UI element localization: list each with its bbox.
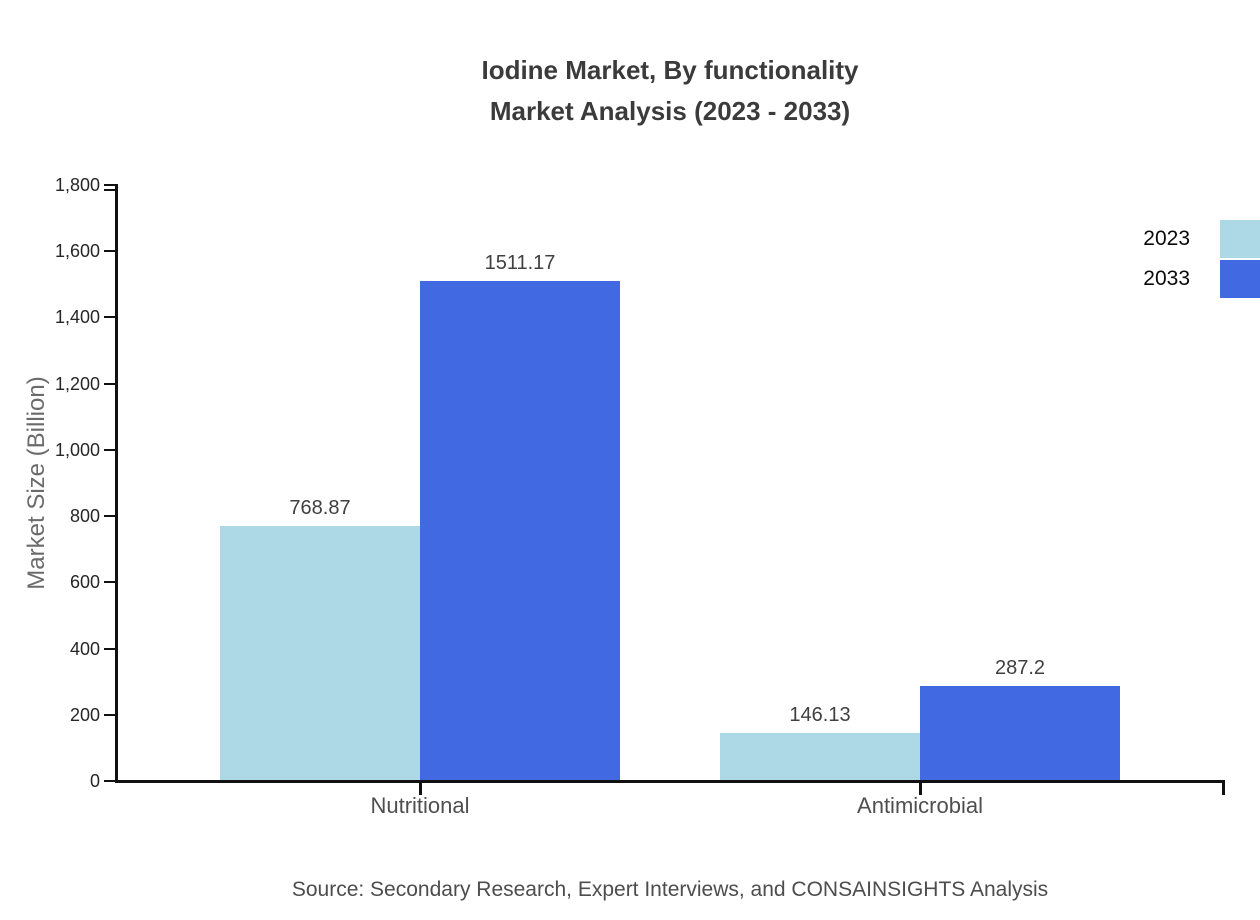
y-tick-label-1400: 1,400 bbox=[54, 307, 100, 328]
y-tick-mark-1600 bbox=[104, 250, 115, 253]
y-tick-label-600: 600 bbox=[69, 572, 100, 593]
category-label-nutritional: Nutritional bbox=[370, 793, 470, 818]
y-tick-mark-1000 bbox=[104, 448, 115, 451]
bar-2023-nutritional bbox=[220, 526, 420, 782]
y-tick-mark-600 bbox=[104, 581, 115, 584]
chart-title: Iodine Market, By functionality Market A… bbox=[118, 50, 1222, 132]
y-tick-mark-200 bbox=[104, 713, 115, 716]
y-tick-mark-1200 bbox=[104, 382, 115, 385]
legend-swatch-2033 bbox=[1220, 260, 1260, 298]
y-axis-title: Market Size (Billion) bbox=[23, 376, 50, 590]
legend-item-2033: 2033 bbox=[1143, 260, 1260, 298]
y-tick-mark-800 bbox=[104, 515, 115, 518]
y-tick-mark-0 bbox=[104, 780, 115, 782]
y-tick-label-1000: 1,000 bbox=[54, 439, 100, 460]
legend-swatch-2023 bbox=[1220, 220, 1260, 258]
bar-value-2033-nutritional: 1511.17 bbox=[484, 251, 556, 274]
bar-2023-antimicrobial bbox=[720, 732, 920, 782]
y-axis-top-cap bbox=[104, 189, 115, 191]
bar-value-2033-antimicrobial: 287.2 bbox=[994, 656, 1046, 679]
y-tick-label-400: 400 bbox=[69, 638, 100, 659]
bar-2033-antimicrobial bbox=[920, 685, 1120, 782]
y-axis-line bbox=[115, 184, 118, 783]
y-tick-label-0: 0 bbox=[89, 771, 100, 791]
y-tick-label-800: 800 bbox=[69, 506, 100, 527]
chart-title-line2: Market Analysis (2023 - 2033) bbox=[489, 96, 851, 126]
y-tick-label-1200: 1,200 bbox=[54, 373, 100, 394]
source-text: Source: Secondary Research, Expert Inter… bbox=[291, 878, 1049, 901]
x-axis-line bbox=[115, 780, 1225, 783]
y-tick-mark-1400 bbox=[104, 316, 115, 319]
x-tick-mark-nutritional bbox=[418, 783, 422, 795]
category-label-antimicrobial: Antimicrobial bbox=[857, 793, 983, 818]
bar-2033-nutritional bbox=[420, 280, 620, 782]
bar-value-2023-antimicrobial: 146.13 bbox=[789, 703, 851, 726]
legend-label-2023: 2023 bbox=[1143, 227, 1190, 250]
x-tick-mark-antimicrobial bbox=[918, 783, 922, 795]
y-tick-label-1600: 1,600 bbox=[54, 241, 100, 262]
y-tick-label-200: 200 bbox=[69, 704, 100, 725]
y-tick-label-1800: 1,800 bbox=[54, 175, 100, 195]
y-tick-mark-1800 bbox=[104, 184, 115, 186]
legend-item-2023: 2023 bbox=[1143, 220, 1260, 258]
y-tick-mark-400 bbox=[104, 647, 115, 650]
legend-label-2033: 2033 bbox=[1143, 267, 1190, 290]
bar-value-2023-nutritional: 768.87 bbox=[289, 497, 351, 520]
chart-title-line1: Iodine Market, By functionality bbox=[481, 55, 859, 85]
x-axis-end-cap bbox=[1222, 783, 1225, 795]
